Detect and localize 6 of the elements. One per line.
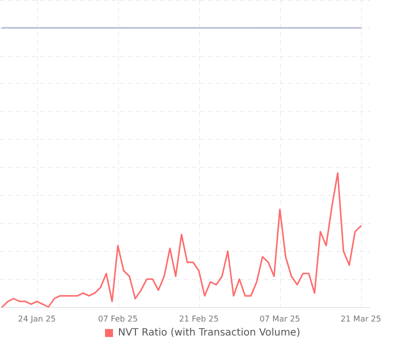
x-tick-label: 21 Feb 25 [179, 314, 219, 324]
x-tick-label: 21 Mar 25 [340, 314, 382, 324]
legend-label: NVT Ratio (with Transaction Volume) [118, 328, 300, 338]
x-tick-label: 07 Mar 25 [260, 314, 300, 324]
x-tick-label: 07 Feb 25 [98, 314, 138, 324]
x-tick-label: 24 Jan 25 [18, 314, 56, 324]
